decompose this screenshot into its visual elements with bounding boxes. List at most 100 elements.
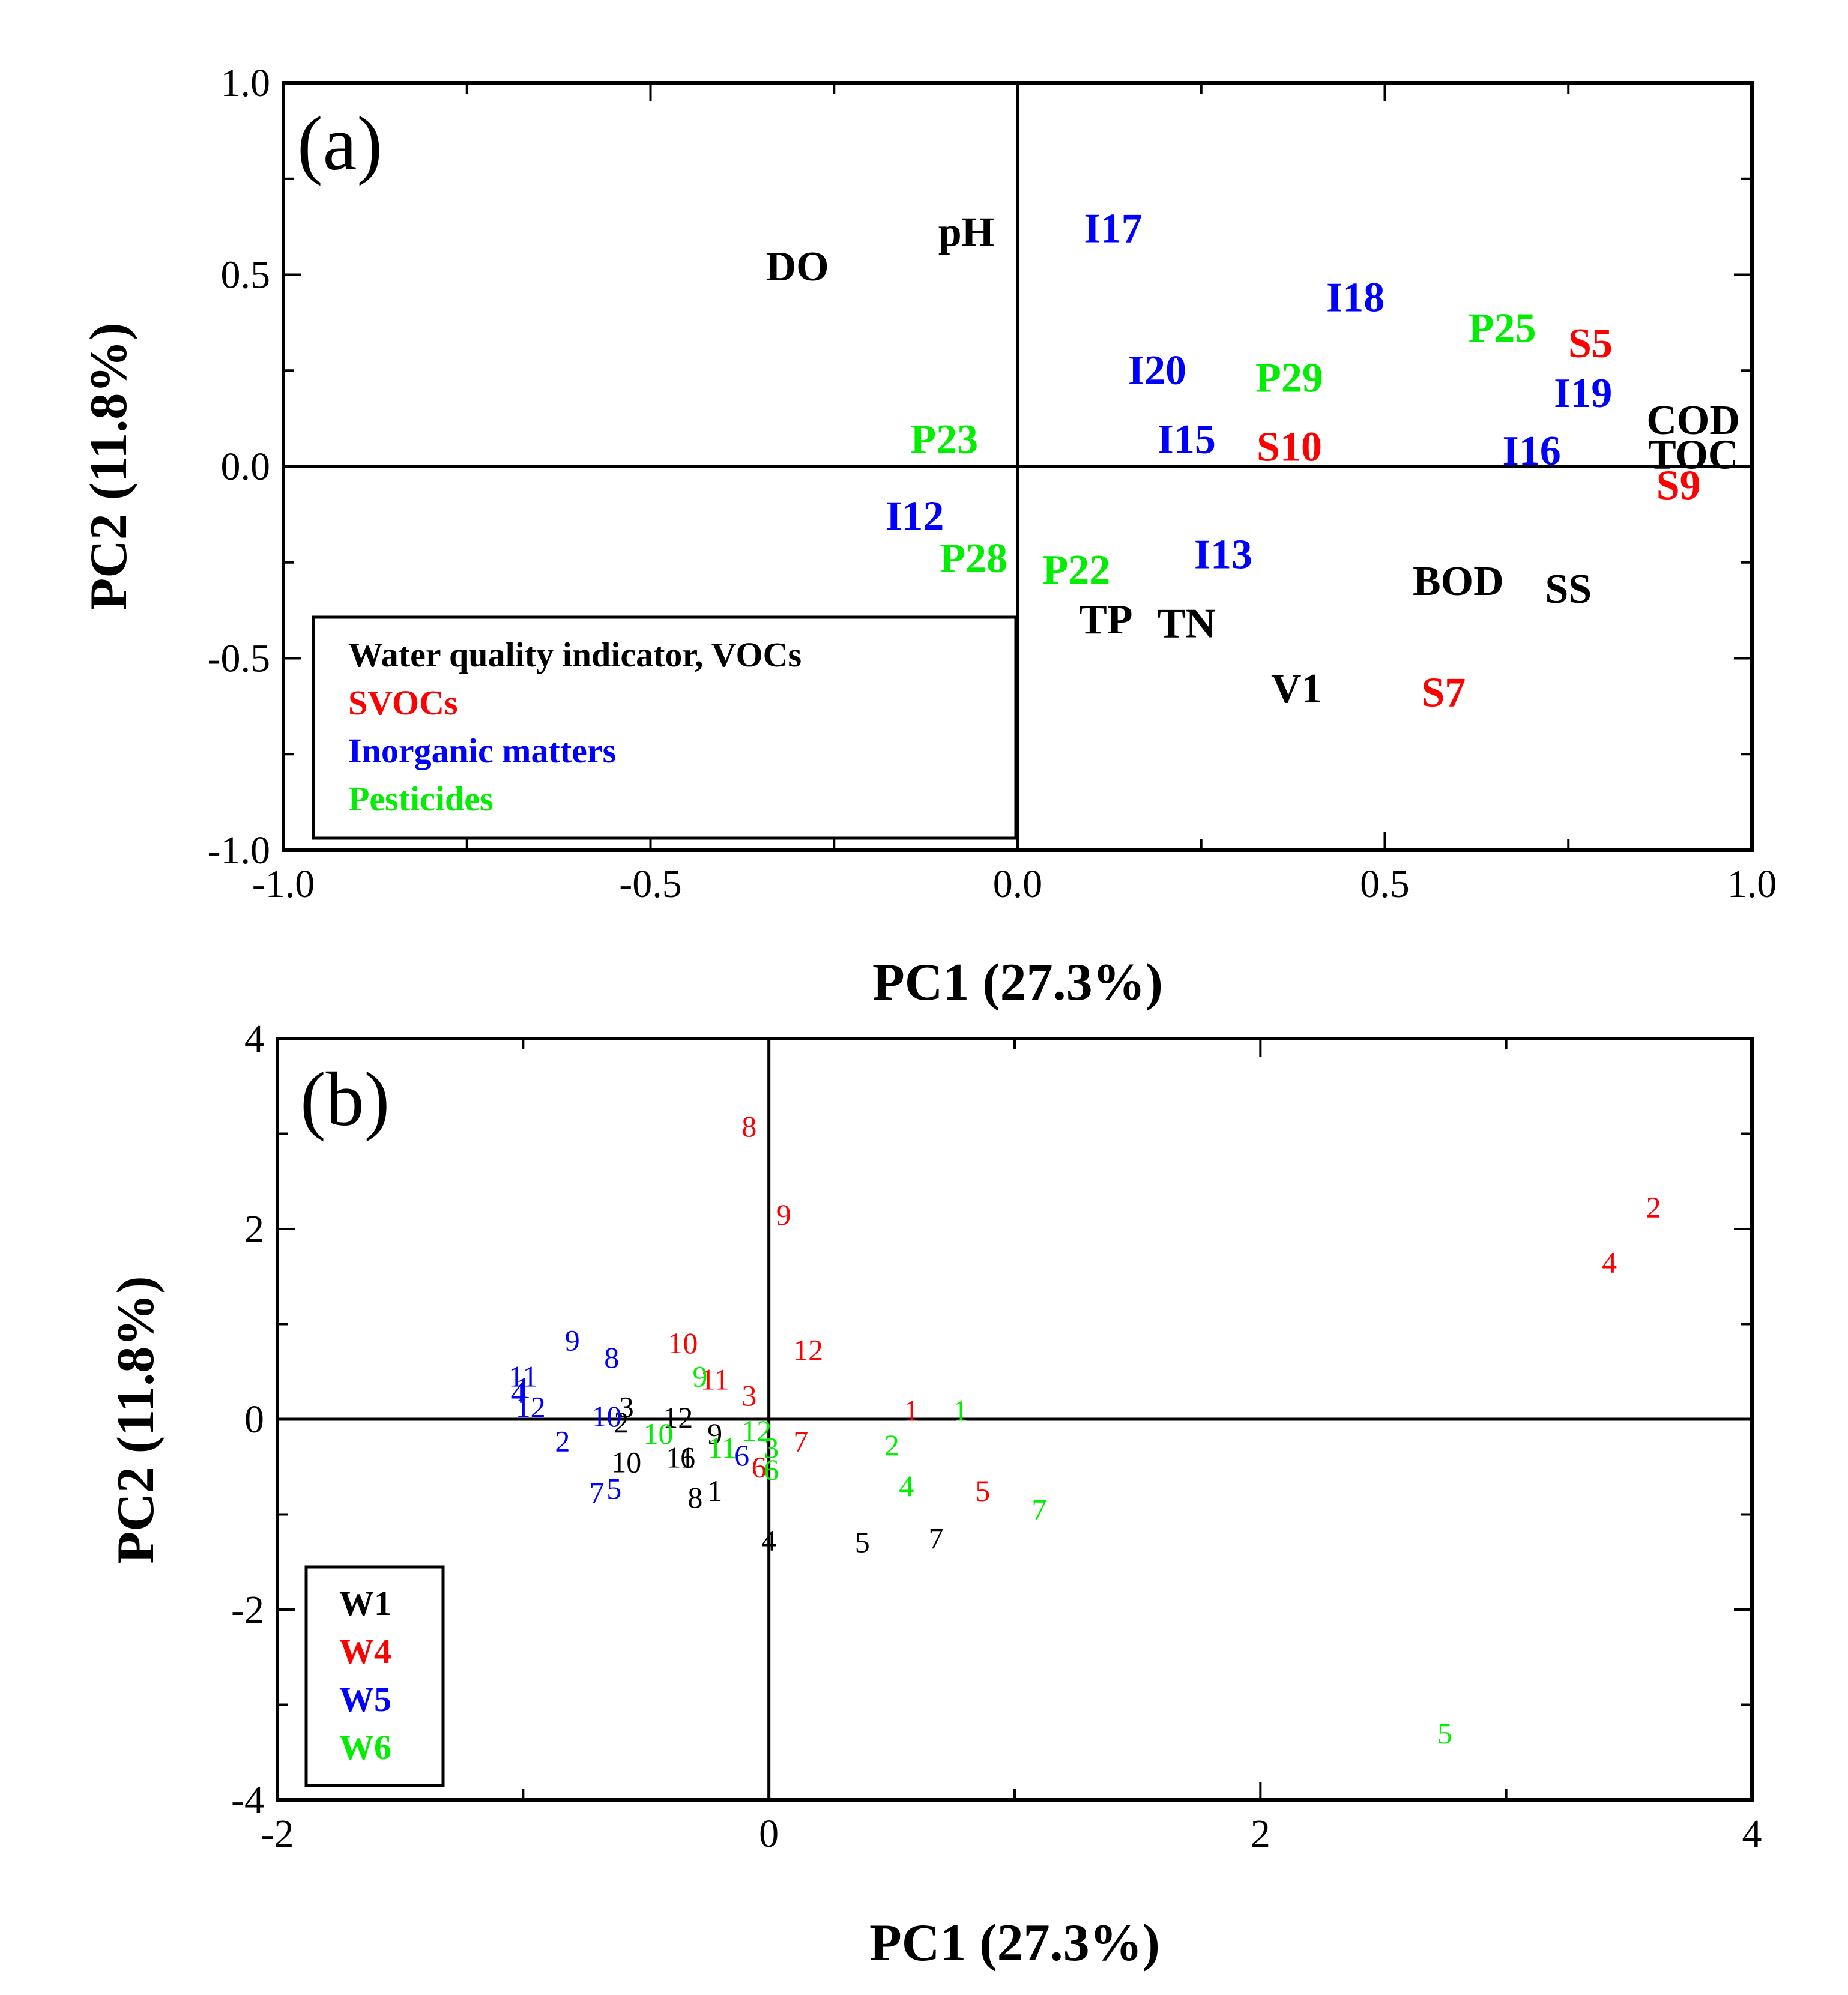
loading-point-cod: COD xyxy=(1646,397,1740,444)
score-point-w1-12: 12 xyxy=(663,1401,693,1434)
score-point-w5-1: 1 xyxy=(516,1371,531,1405)
panel-a-x-tick-labels: -1.0 -0.5 0.0 0.5 1.0 xyxy=(252,862,1777,906)
loading-point-p29: P29 xyxy=(1255,355,1323,402)
panel-a-label: (a) xyxy=(297,101,382,186)
score-point-w6-1: 1 xyxy=(953,1394,968,1428)
score-point-w6-2: 2 xyxy=(884,1428,899,1462)
score-point-w1-1: 1 xyxy=(707,1474,722,1508)
score-point-w1-5: 5 xyxy=(855,1525,870,1559)
loading-point-tp: TP xyxy=(1079,597,1132,643)
score-point-w5-2: 2 xyxy=(555,1424,570,1458)
score-point-w4-5: 5 xyxy=(975,1474,990,1508)
score-point-w6-4: 4 xyxy=(899,1469,914,1503)
x-tick-label: 0 xyxy=(759,1812,779,1856)
score-point-w6-3: 3 xyxy=(764,1431,779,1465)
score-point-w5-9: 9 xyxy=(565,1323,580,1357)
panel-b-legend: W1 W4 W5 W6 xyxy=(304,1565,445,1787)
score-point-w6-6: 6 xyxy=(764,1453,779,1486)
panel-b-zero-lines xyxy=(277,1039,1752,1800)
x-tick-label: -1.0 xyxy=(252,862,315,906)
x-tick-label: -0.5 xyxy=(619,862,681,906)
panel-a-legend: Water quality indicator, VOCs SVOCs Inor… xyxy=(312,615,1018,840)
y-tick-label: -4 xyxy=(231,1778,264,1822)
score-point-w4-11: 11 xyxy=(701,1362,729,1396)
x-tick-label: 2 xyxy=(1251,1812,1270,1856)
loading-point-i13: I13 xyxy=(1194,531,1252,578)
score-point-w4-4: 4 xyxy=(1602,1245,1617,1279)
score-point-w4-7: 7 xyxy=(793,1424,808,1458)
panel-a-points: DO pH I17 I18 P25 S5 I20 P29 I19 COD P23 I15 S10 I16 T… xyxy=(766,205,1740,716)
x-tick-label: 4 xyxy=(1742,1812,1762,1856)
score-point-w4-8: 8 xyxy=(741,1109,756,1143)
loading-point-tn: TN xyxy=(1158,600,1216,647)
loading-point-p22: P22 xyxy=(1042,547,1110,593)
loading-point-do: DO xyxy=(766,244,829,290)
score-point-w1-8: 8 xyxy=(687,1480,702,1514)
score-point-w6-7: 7 xyxy=(1031,1493,1046,1527)
y-tick-label: 4 xyxy=(244,1017,264,1061)
x-tick-label: 0.0 xyxy=(993,862,1043,906)
score-point-w5-4: 4 xyxy=(511,1376,526,1410)
score-point-w4-10: 10 xyxy=(668,1326,698,1360)
score-point-w6-10: 10 xyxy=(643,1417,673,1450)
panel-b-x-tick-labels: -2 0 2 4 xyxy=(261,1812,1762,1856)
loading-point-s10: S10 xyxy=(1257,424,1322,471)
legend-entry-svocs: SVOCs xyxy=(348,683,458,722)
score-point-w1-3: 3 xyxy=(619,1390,634,1423)
loading-point-i20: I20 xyxy=(1128,348,1186,394)
loading-point-i17: I17 xyxy=(1084,205,1142,252)
score-point-w6-11: 11 xyxy=(708,1431,737,1465)
legend-entry-w1: W1 xyxy=(339,1584,391,1623)
score-point-w5-10: 10 xyxy=(592,1399,622,1433)
score-point-w6-9: 9 xyxy=(693,1360,708,1393)
loading-point-p28: P28 xyxy=(940,536,1007,582)
x-tick-label: 0.5 xyxy=(1360,862,1410,906)
score-point-w1-9: 9 xyxy=(707,1417,722,1450)
loading-point-p23: P23 xyxy=(910,417,978,463)
loading-point-p25: P25 xyxy=(1469,305,1536,351)
y-tick-label: 2 xyxy=(244,1207,264,1251)
y-tick-label: 0.5 xyxy=(221,253,271,297)
panel-b-legend-box xyxy=(304,1565,445,1787)
legend-entry-water-quality: Water quality indicator, VOCs xyxy=(348,635,802,674)
score-point-w4-2: 2 xyxy=(1646,1191,1661,1224)
score-point-w4-9: 9 xyxy=(776,1198,791,1231)
score-point-w5-12: 12 xyxy=(516,1390,546,1423)
score-point-w1-6: 6 xyxy=(680,1440,695,1474)
score-point-w4-1: 1 xyxy=(904,1394,919,1428)
score-point-w6-12: 12 xyxy=(741,1414,772,1447)
score-point-w4-12: 12 xyxy=(793,1333,823,1366)
y-tick-label: -2 xyxy=(231,1588,264,1632)
panel-a-legend-box xyxy=(312,615,1018,840)
loading-point-bod: BOD xyxy=(1413,558,1504,605)
loading-point-ss: SS xyxy=(1545,566,1592,612)
y-tick-label: 0.0 xyxy=(221,445,271,489)
panel-b-label: (b) xyxy=(300,1057,390,1142)
loading-point-ph: pH xyxy=(938,210,994,256)
score-point-w1-4: 4 xyxy=(761,1523,776,1557)
legend-entry-inorganic: Inorganic matters xyxy=(348,731,616,770)
y-tick-label: -1.0 xyxy=(208,828,270,872)
y-tick-label: 0 xyxy=(244,1398,264,1441)
loading-point-s9: S9 xyxy=(1656,462,1701,509)
score-point-w5-5: 5 xyxy=(606,1472,621,1506)
score-point-w4-3: 3 xyxy=(741,1378,756,1412)
loading-point-s7: S7 xyxy=(1421,670,1466,716)
score-point-w4-6: 6 xyxy=(752,1450,767,1483)
loading-point-toc: TOC xyxy=(1648,432,1738,478)
legend-entry-w4: W4 xyxy=(339,1632,391,1671)
panel-a-y-axis-title: PC2 (11.8%) xyxy=(80,322,138,610)
legend-entry-pesticides: Pesticides xyxy=(348,779,494,818)
legend-entry-w5: W5 xyxy=(339,1680,391,1719)
panel-a-zero-lines xyxy=(283,83,1752,850)
score-point-w5-11: 11 xyxy=(509,1360,537,1393)
panel-b-x-axis-title: PC1 (27.3%) xyxy=(869,1914,1160,1972)
legend-entry-w6: W6 xyxy=(339,1728,391,1767)
loading-point-i18: I18 xyxy=(1326,274,1384,321)
score-point-w1-11: 11 xyxy=(666,1440,695,1474)
panel-b-y-tick-labels: 4 2 0 -2 -4 xyxy=(231,1017,264,1822)
loading-point-i12: I12 xyxy=(886,493,944,540)
score-point-w6-5: 5 xyxy=(1437,1716,1452,1750)
